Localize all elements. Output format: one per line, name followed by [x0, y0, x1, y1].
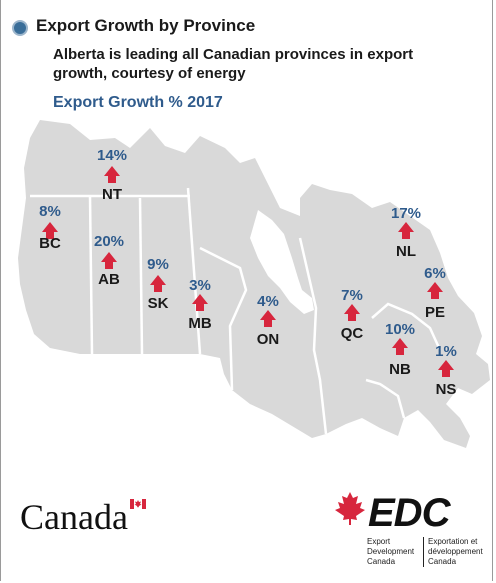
marker-ns: 1% NS [435, 343, 457, 398]
canada-map: 14% NT 8% BC 20% AB 9% SK 3% MB 4% ON 7%… [18, 120, 490, 448]
up-arrow-icon [260, 310, 276, 327]
growth-label-nl: 17% [391, 205, 421, 222]
map-heading: Export Growth % 2017 [53, 94, 223, 111]
growth-label-nt: 14% [97, 147, 127, 164]
growth-label-qc: 7% [341, 287, 363, 304]
growth-label-on: 4% [257, 293, 279, 310]
page-subtitle: Alberta is leading all Canadian province… [53, 46, 414, 82]
marker-sk: 9% SK [147, 256, 169, 312]
edc-name-fr: Exportation et développement Canada [423, 537, 483, 567]
province-borders [30, 187, 442, 435]
marker-mb: 3% MB [188, 277, 211, 332]
canada-flag-icon [130, 499, 146, 509]
province-label-on: ON [257, 331, 280, 348]
province-label-nt: NT [102, 186, 122, 203]
hudson-bay [250, 210, 314, 314]
canada-wordmark: Canada [20, 497, 128, 537]
up-arrow-icon [104, 166, 120, 183]
province-label-nb: NB [389, 361, 411, 378]
up-arrow-icon [101, 252, 117, 269]
province-label-sk: SK [148, 295, 169, 312]
bullet-icon [12, 20, 28, 36]
growth-label-ab: 20% [94, 233, 124, 250]
edc-name-en: Export Development Canada [367, 537, 415, 566]
edc-logo: EDC [368, 491, 450, 535]
land-mass [18, 120, 490, 448]
up-arrow-icon [392, 338, 408, 355]
marker-qc: 7% QC [341, 287, 364, 342]
growth-label-pe: 6% [424, 265, 446, 282]
up-arrow-icon [42, 222, 58, 239]
marker-nl: 17% NL [391, 205, 421, 260]
province-label-mb: MB [188, 315, 211, 332]
marker-pe: 6% PE [424, 265, 446, 321]
page-title: Export Growth by Province [36, 16, 256, 35]
up-arrow-icon [344, 304, 360, 321]
growth-label-nb: 10% [385, 321, 415, 338]
province-label-bc: BC [39, 235, 61, 252]
province-label-ab: AB [98, 271, 120, 288]
province-label-nl: NL [396, 243, 416, 260]
up-arrow-icon [192, 294, 208, 311]
up-arrow-icon [398, 222, 414, 239]
marker-nb: 10% NB [385, 321, 415, 378]
growth-label-bc: 8% [39, 203, 61, 220]
up-arrow-icon [438, 360, 454, 377]
growth-label-ns: 1% [435, 343, 457, 360]
growth-label-sk: 9% [147, 256, 169, 273]
province-label-pe: PE [425, 304, 445, 321]
up-arrow-icon [427, 282, 443, 299]
growth-label-mb: 3% [189, 277, 211, 294]
marker-on: 4% ON [257, 293, 280, 348]
province-label-ns: NS [436, 381, 457, 398]
marker-ab: 20% AB [94, 233, 124, 288]
maple-leaf-icon [335, 492, 365, 525]
up-arrow-icon [150, 275, 166, 292]
province-label-qc: QC [341, 325, 364, 342]
marker-bc: 8% BC [39, 203, 61, 252]
marker-nt: 14% NT [97, 147, 127, 203]
